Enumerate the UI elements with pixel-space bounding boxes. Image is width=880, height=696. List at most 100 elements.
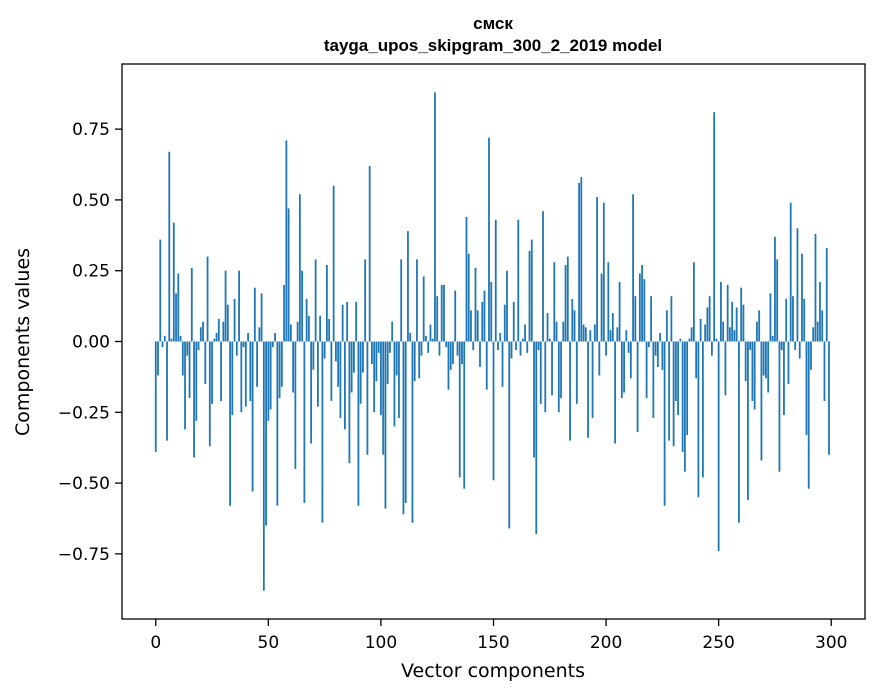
bar (785, 299, 788, 342)
x-tick-label: 100 (365, 633, 397, 653)
bar (731, 301, 734, 342)
bar (814, 233, 817, 342)
bar (373, 341, 376, 413)
bar (334, 341, 337, 362)
chart-title: смск (473, 14, 513, 33)
bar (573, 310, 576, 342)
bar (783, 341, 785, 416)
bar (537, 341, 540, 350)
bar (452, 341, 454, 365)
bar (332, 185, 335, 342)
bar (776, 259, 779, 342)
bar (497, 341, 499, 350)
bar (679, 338, 682, 342)
y-tick-label: −0.75 (58, 545, 110, 565)
bar (344, 341, 346, 430)
bar (668, 341, 671, 441)
bar (801, 253, 803, 342)
bar (747, 341, 749, 501)
bar (665, 310, 668, 342)
bar (611, 313, 614, 342)
bar (179, 335, 182, 342)
bar (591, 341, 594, 418)
bar (562, 321, 565, 342)
bar (474, 267, 477, 342)
bar (602, 202, 605, 342)
bar (411, 341, 414, 523)
bar (380, 341, 382, 416)
bar (798, 341, 801, 359)
bar (584, 327, 587, 342)
bar (305, 299, 308, 342)
bar (458, 341, 461, 478)
y-axis-label: Components values (12, 248, 34, 436)
bar (371, 341, 373, 365)
bar (638, 273, 641, 342)
bar (614, 341, 616, 444)
bar (519, 341, 522, 356)
bar (253, 287, 256, 342)
bar (362, 341, 364, 373)
bar (256, 341, 258, 387)
plot-frame (121, 63, 866, 620)
bar (447, 341, 450, 390)
bar (294, 341, 297, 469)
bar (634, 296, 637, 342)
bar (490, 282, 493, 342)
bar (681, 341, 684, 452)
bar (618, 282, 621, 342)
bar (341, 304, 344, 342)
bar (488, 137, 490, 342)
bar (465, 216, 468, 342)
bar (713, 112, 716, 342)
bar (542, 211, 544, 342)
bar (226, 304, 229, 342)
bar (578, 182, 580, 342)
bar (620, 341, 623, 399)
bar (166, 341, 168, 441)
bar (535, 341, 538, 535)
bar (404, 341, 407, 503)
bar (280, 341, 283, 387)
bar (701, 341, 704, 478)
bar (472, 341, 475, 350)
bar (470, 310, 472, 342)
bar (449, 341, 452, 370)
bar (686, 341, 689, 435)
bar (348, 341, 351, 464)
bar (204, 341, 207, 384)
bar (692, 262, 695, 342)
bar (794, 341, 797, 350)
bar (580, 177, 583, 342)
bar (395, 341, 398, 376)
bar (645, 341, 648, 399)
bar (400, 259, 403, 342)
y-tick-label: −0.25 (58, 403, 110, 423)
bar (636, 341, 639, 433)
bar (688, 338, 691, 342)
bars-group (154, 92, 830, 591)
bar (384, 341, 387, 509)
bar (398, 341, 400, 418)
bar (598, 341, 601, 376)
bar (515, 341, 517, 350)
bar (506, 270, 508, 342)
y-tick-label: 0.75 (72, 120, 110, 140)
bar (283, 284, 286, 342)
bar (262, 341, 265, 591)
bar (821, 310, 824, 342)
bar (717, 341, 720, 552)
bar (422, 276, 425, 342)
bar (756, 321, 758, 342)
bar (819, 282, 821, 342)
bar (172, 222, 175, 342)
bar (575, 341, 578, 404)
bar (154, 341, 157, 452)
bar (605, 341, 607, 356)
bar (229, 341, 231, 506)
bar (823, 341, 826, 401)
bar (199, 327, 202, 342)
bar (704, 324, 707, 342)
x-tick-label: 50 (258, 633, 280, 653)
x-axis-label: Vector components (401, 660, 585, 682)
